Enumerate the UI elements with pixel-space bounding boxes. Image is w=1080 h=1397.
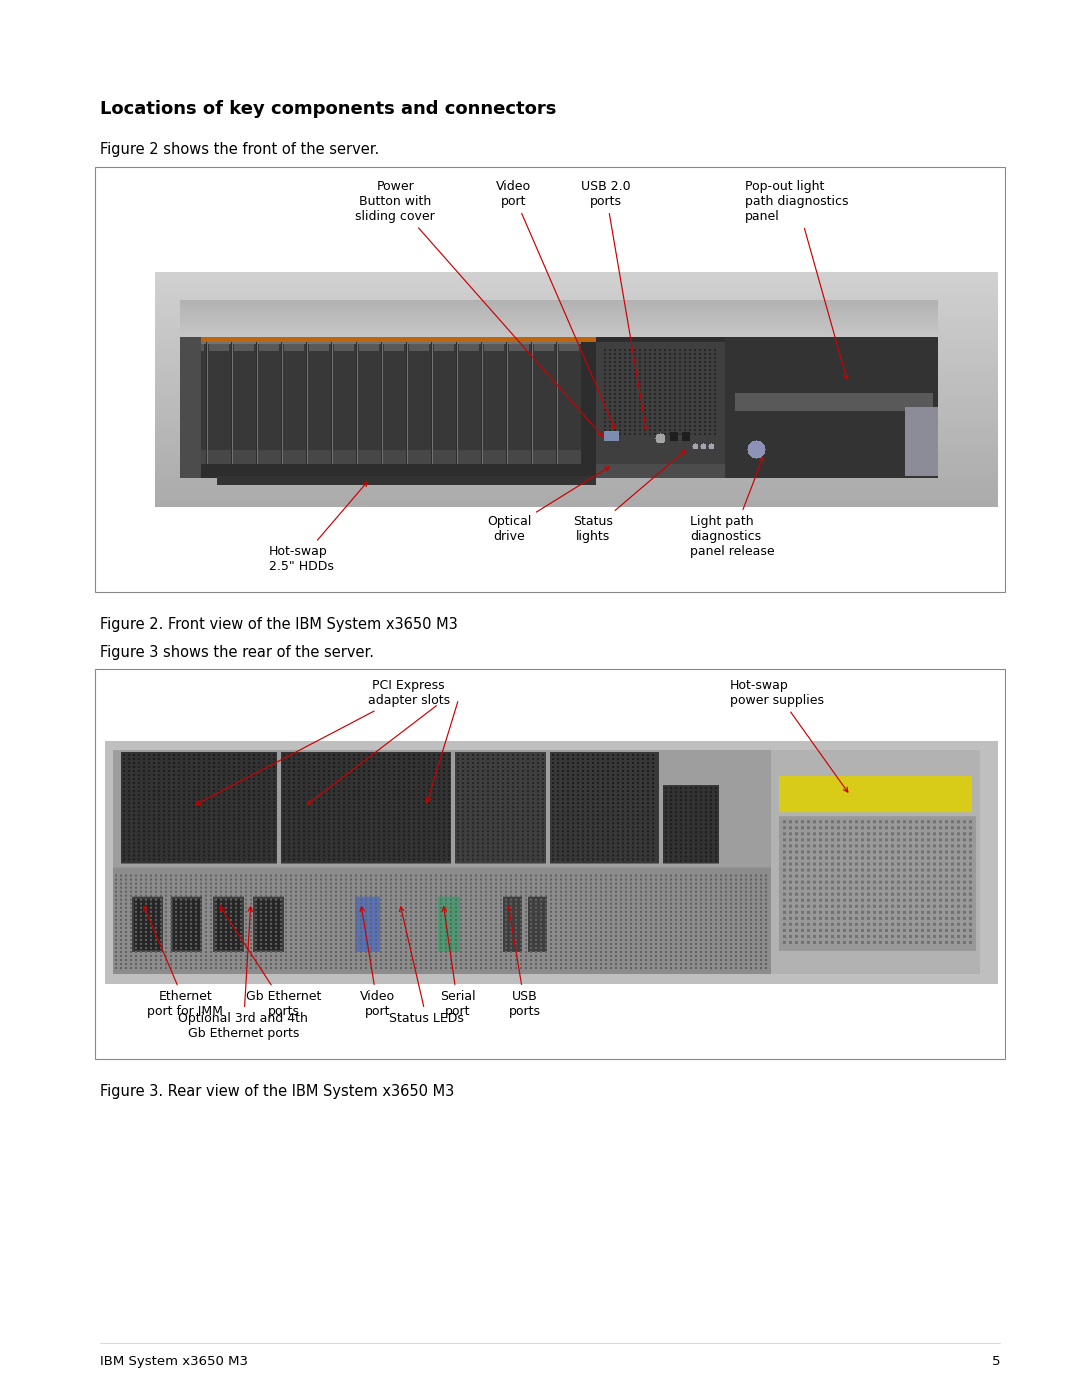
Text: IBM System x3650 M3: IBM System x3650 M3 bbox=[100, 1355, 248, 1368]
Text: Optional 3rd and 4th
Gb Ethernet ports: Optional 3rd and 4th Gb Ethernet ports bbox=[178, 907, 309, 1039]
Text: Pop-out light
path diagnostics
panel: Pop-out light path diagnostics panel bbox=[745, 180, 849, 379]
Text: Hot-swap
2.5" HDDs: Hot-swap 2.5" HDDs bbox=[269, 482, 367, 573]
Text: Light path
diagnostics
panel release: Light path diagnostics panel release bbox=[690, 457, 775, 557]
Text: USB
ports: USB ports bbox=[508, 907, 541, 1018]
Text: USB 2.0
ports: USB 2.0 ports bbox=[581, 180, 648, 430]
Text: Figure 2. Front view of the IBM System x3650 M3: Figure 2. Front view of the IBM System x… bbox=[100, 617, 458, 631]
Text: Video
port: Video port bbox=[496, 180, 616, 429]
Text: Power
Button with
sliding cover: Power Button with sliding cover bbox=[355, 180, 603, 436]
Text: Status LEDs: Status LEDs bbox=[389, 907, 464, 1025]
Text: Figure 3 shows the rear of the server.: Figure 3 shows the rear of the server. bbox=[100, 645, 374, 659]
Text: Hot-swap
power supplies: Hot-swap power supplies bbox=[730, 679, 848, 792]
Text: Video
port: Video port bbox=[360, 907, 395, 1018]
Bar bbox=[95, 168, 1005, 592]
Text: Optical
drive: Optical drive bbox=[487, 467, 609, 543]
Bar bbox=[95, 669, 1005, 1059]
Text: Gb Ethernet
ports: Gb Ethernet ports bbox=[220, 907, 321, 1018]
Text: Figure 2 shows the front of the server.: Figure 2 shows the front of the server. bbox=[100, 142, 379, 156]
Text: Ethernet
port for IMM: Ethernet port for IMM bbox=[144, 907, 224, 1018]
Text: PCI Express
adapter slots: PCI Express adapter slots bbox=[195, 679, 449, 805]
Text: Status
lights: Status lights bbox=[573, 450, 686, 543]
Text: Serial
port: Serial port bbox=[440, 907, 475, 1018]
Text: 5: 5 bbox=[991, 1355, 1000, 1368]
Text: Locations of key components and connectors: Locations of key components and connecto… bbox=[100, 101, 556, 117]
Text: Figure 3. Rear view of the IBM System x3650 M3: Figure 3. Rear view of the IBM System x3… bbox=[100, 1084, 455, 1099]
